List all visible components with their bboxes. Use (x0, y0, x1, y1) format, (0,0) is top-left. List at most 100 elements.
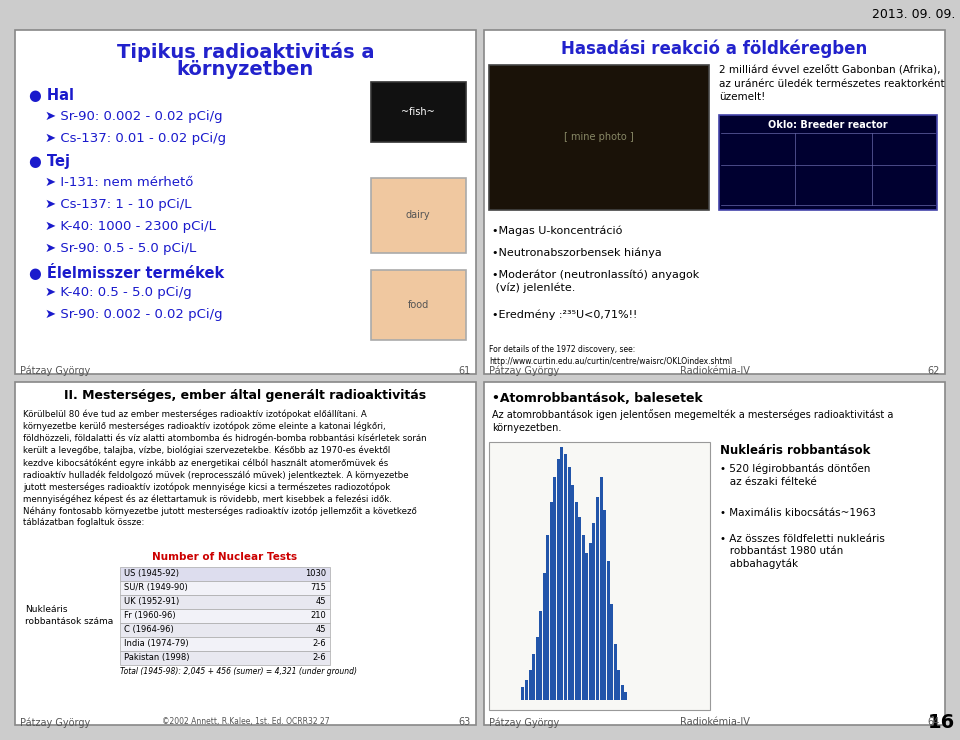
Text: US (1945-92): US (1945-92) (124, 569, 179, 578)
Text: Number of Nuclear Tests: Number of Nuclear Tests (153, 551, 298, 562)
Text: ➤ Cs-137: 1 - 10 pCi/L: ➤ Cs-137: 1 - 10 pCi/L (45, 198, 191, 211)
Text: •Moderátor (neutronlassító) anyagok
 (víz) jelenléte.: •Moderátor (neutronlassító) anyagok (víz… (492, 269, 699, 292)
FancyBboxPatch shape (567, 467, 570, 700)
Text: Tipikus radioaktivitás a: Tipikus radioaktivitás a (117, 42, 374, 62)
Text: •Magas U-koncentráció: •Magas U-koncentráció (492, 225, 622, 235)
FancyBboxPatch shape (120, 608, 330, 622)
FancyBboxPatch shape (578, 517, 581, 700)
Text: 2-6: 2-6 (312, 653, 326, 662)
Text: For details of the 1972 discovery, see:
http://www.curtin.edu.au/curtin/centre/w: For details of the 1972 discovery, see: … (489, 346, 732, 366)
Text: ➤ Sr-90: 0.002 - 0.02 pCi/g: ➤ Sr-90: 0.002 - 0.02 pCi/g (45, 110, 223, 123)
Text: 45: 45 (316, 597, 326, 606)
FancyBboxPatch shape (120, 622, 330, 636)
Text: Fr (1960-96): Fr (1960-96) (124, 611, 176, 620)
Text: •Atomrobbantások, balesetek: •Atomrobbantások, balesetek (492, 391, 703, 405)
Text: dairy: dairy (406, 210, 430, 220)
Text: •Eredmény :²³⁵U<0,71%!!: •Eredmény :²³⁵U<0,71%!! (492, 309, 637, 320)
FancyBboxPatch shape (599, 477, 603, 700)
FancyBboxPatch shape (489, 442, 710, 710)
Text: ● Tej: ● Tej (29, 154, 70, 169)
Text: SU/R (1949-90): SU/R (1949-90) (124, 583, 188, 592)
Text: ➤ K-40: 0.5 - 5.0 pCi/g: ➤ K-40: 0.5 - 5.0 pCi/g (45, 286, 192, 299)
Text: 63: 63 (459, 717, 471, 727)
Text: Pátzay György: Pátzay György (489, 366, 560, 376)
Text: ➤ Sr-90: 0.5 - 5.0 pCi/L: ➤ Sr-90: 0.5 - 5.0 pCi/L (45, 242, 196, 255)
Text: II. Mesterséges, ember által generált radioaktivitás: II. Mesterséges, ember által generált ra… (64, 389, 426, 403)
Text: ● Élelmisszer termékek: ● Élelmisszer termékek (29, 264, 225, 281)
FancyBboxPatch shape (603, 510, 606, 700)
FancyBboxPatch shape (120, 580, 330, 594)
FancyBboxPatch shape (588, 543, 592, 700)
Text: UK (1952-91): UK (1952-91) (124, 597, 180, 606)
FancyBboxPatch shape (553, 477, 557, 700)
Text: 61: 61 (459, 366, 471, 375)
Text: • 520 légirobbantás döntően
   az északi félteké: • 520 légirobbantás döntően az északi fé… (720, 463, 871, 487)
Text: 2013. 09. 09.: 2013. 09. 09. (872, 8, 955, 21)
FancyBboxPatch shape (571, 485, 574, 700)
FancyBboxPatch shape (607, 561, 610, 700)
Text: ➤ K-40: 1000 - 2300 pCi/L: ➤ K-40: 1000 - 2300 pCi/L (45, 220, 216, 233)
Text: Az atomrobbantások igen jelentősen megemelték a mesterséges radioaktivitást a
kö: Az atomrobbantások igen jelentősen megem… (492, 409, 894, 433)
Text: Körülbelül 80 éve tud az ember mesterséges radioaktív izotópokat előállítani. A
: Körülbelül 80 éve tud az ember mesterség… (23, 409, 426, 528)
Text: 62: 62 (927, 366, 940, 375)
Text: ● Hal: ● Hal (29, 88, 74, 103)
Text: Radiokémia-IV: Radiokémia-IV (680, 717, 750, 727)
FancyBboxPatch shape (564, 454, 567, 700)
Text: food: food (407, 300, 428, 310)
FancyBboxPatch shape (540, 611, 542, 700)
FancyBboxPatch shape (484, 382, 945, 725)
Text: Oklo: Breeder reactor: Oklo: Breeder reactor (768, 120, 888, 130)
FancyBboxPatch shape (621, 684, 624, 700)
Text: 64: 64 (927, 717, 940, 727)
Text: ~fish~: ~fish~ (401, 107, 435, 117)
Text: ➤ Sr-90: 0.002 - 0.02 pCi/g: ➤ Sr-90: 0.002 - 0.02 pCi/g (45, 308, 223, 321)
Text: Nukleáris
robbantások száma: Nukleáris robbantások száma (25, 605, 113, 625)
FancyBboxPatch shape (582, 535, 585, 700)
Text: Nukleáris robbantások: Nukleáris robbantások (720, 443, 871, 457)
Text: környzetben: környzetben (177, 60, 314, 79)
FancyBboxPatch shape (371, 82, 466, 142)
FancyBboxPatch shape (371, 178, 466, 253)
Text: Radiokémia-IV: Radiokémia-IV (680, 366, 750, 375)
Text: ➤ Cs-137: 0.01 - 0.02 pCi/g: ➤ Cs-137: 0.01 - 0.02 pCi/g (45, 132, 227, 145)
Text: 2-6: 2-6 (312, 639, 326, 648)
FancyBboxPatch shape (575, 502, 578, 700)
Text: Pátzay György: Pátzay György (20, 717, 90, 727)
Text: 715: 715 (310, 583, 326, 592)
Text: •Neutronabszorbensek hiánya: •Neutronabszorbensek hiánya (492, 247, 661, 258)
Text: 210: 210 (310, 611, 326, 620)
Text: Pakistan (1998): Pakistan (1998) (124, 653, 189, 662)
Text: • Az összes földfeletti nukleáris
   robbantást 1980 után
   abbahagyták: • Az összes földfeletti nukleáris robban… (720, 534, 885, 569)
Text: 2 milliárd évvel ezelőtt Gabonban (Afrika),
az uránérc üledék természetes reakto: 2 milliárd évvel ezelőtt Gabonban (Afrik… (719, 65, 945, 102)
Text: ©2002 Annett, R.Kalee, 1st. Ed. OCRR32 27: ©2002 Annett, R.Kalee, 1st. Ed. OCRR32 2… (161, 717, 329, 726)
Text: 45: 45 (316, 625, 326, 634)
Text: India (1974-79): India (1974-79) (124, 639, 188, 648)
Text: • Maximális kibocsátás~1963: • Maximális kibocsátás~1963 (720, 508, 876, 517)
Text: 16: 16 (927, 713, 955, 732)
FancyBboxPatch shape (120, 636, 330, 650)
FancyBboxPatch shape (525, 680, 528, 700)
FancyBboxPatch shape (15, 382, 476, 725)
Text: Pátzay György: Pátzay György (489, 717, 560, 727)
FancyBboxPatch shape (624, 693, 628, 700)
FancyBboxPatch shape (586, 553, 588, 700)
FancyBboxPatch shape (532, 654, 535, 700)
FancyBboxPatch shape (120, 650, 330, 665)
FancyBboxPatch shape (613, 645, 616, 700)
FancyBboxPatch shape (521, 687, 524, 700)
FancyBboxPatch shape (542, 574, 545, 700)
Text: ➤ I-131: nem mérhető: ➤ I-131: nem mérhető (45, 176, 193, 189)
FancyBboxPatch shape (617, 670, 620, 700)
FancyBboxPatch shape (536, 636, 539, 700)
FancyBboxPatch shape (546, 535, 549, 700)
FancyBboxPatch shape (489, 65, 709, 210)
FancyBboxPatch shape (371, 270, 466, 340)
FancyBboxPatch shape (15, 30, 476, 374)
FancyBboxPatch shape (120, 594, 330, 608)
Text: [ mine photo ]: [ mine photo ] (564, 132, 634, 142)
Text: Total (1945-98): 2,045 + 456 (sumer) = 4,321 (under ground): Total (1945-98): 2,045 + 456 (sumer) = 4… (120, 667, 357, 676)
Text: Pátzay György: Pátzay György (20, 366, 90, 376)
FancyBboxPatch shape (120, 567, 330, 580)
FancyBboxPatch shape (592, 522, 595, 700)
FancyBboxPatch shape (719, 115, 937, 210)
